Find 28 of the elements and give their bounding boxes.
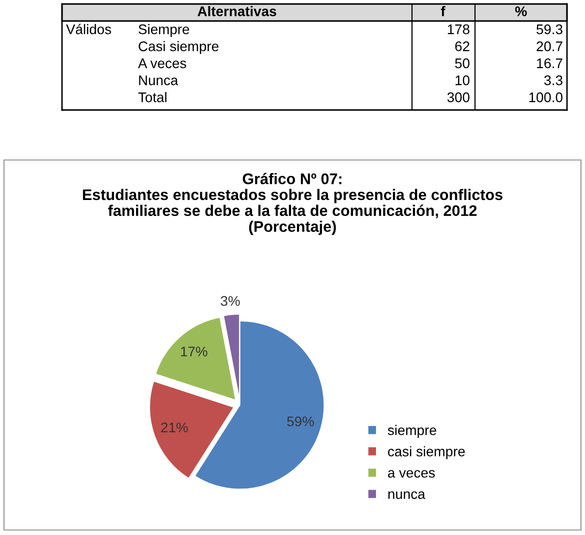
data-label: 21% [161, 422, 188, 432]
text: 178 [448, 24, 470, 34]
text: Siempre [138, 24, 190, 37]
text: 62 [455, 41, 470, 52]
text: 16.7 [537, 58, 562, 68]
text: Casi siempre [138, 41, 218, 54]
data-label: 59% [287, 416, 314, 426]
text: 100.0 [529, 92, 562, 102]
legend-label: a veces [388, 470, 435, 478]
category-label: % [515, 6, 527, 16]
text: 50 [455, 58, 470, 68]
legend-label: siempre [388, 424, 436, 438]
text: 3.3 [544, 75, 562, 86]
data-label: 3% [220, 296, 240, 306]
category-label: Alternativas [198, 6, 276, 16]
text: 300 [447, 92, 470, 102]
text: 10 [456, 75, 470, 86]
category-label: f [440, 6, 446, 16]
legend-label: casi siempre [388, 446, 465, 460]
data-label: 17% [181, 346, 208, 356]
text: A veces [138, 58, 186, 68]
text: Válidos [66, 24, 112, 34]
text: Nunca [139, 76, 178, 86]
text: Total [138, 92, 166, 102]
chart-title: Gráfico Nº 07: Estudiantes encuestados sobre la presencia de conflictos familiares se debe a la falta de comunicación, 2012 (Porcentaje) [82, 172, 502, 235]
legend-label: nunca [388, 491, 426, 499]
text: 20.7 [536, 41, 562, 52]
text: 59.3 [536, 24, 562, 34]
